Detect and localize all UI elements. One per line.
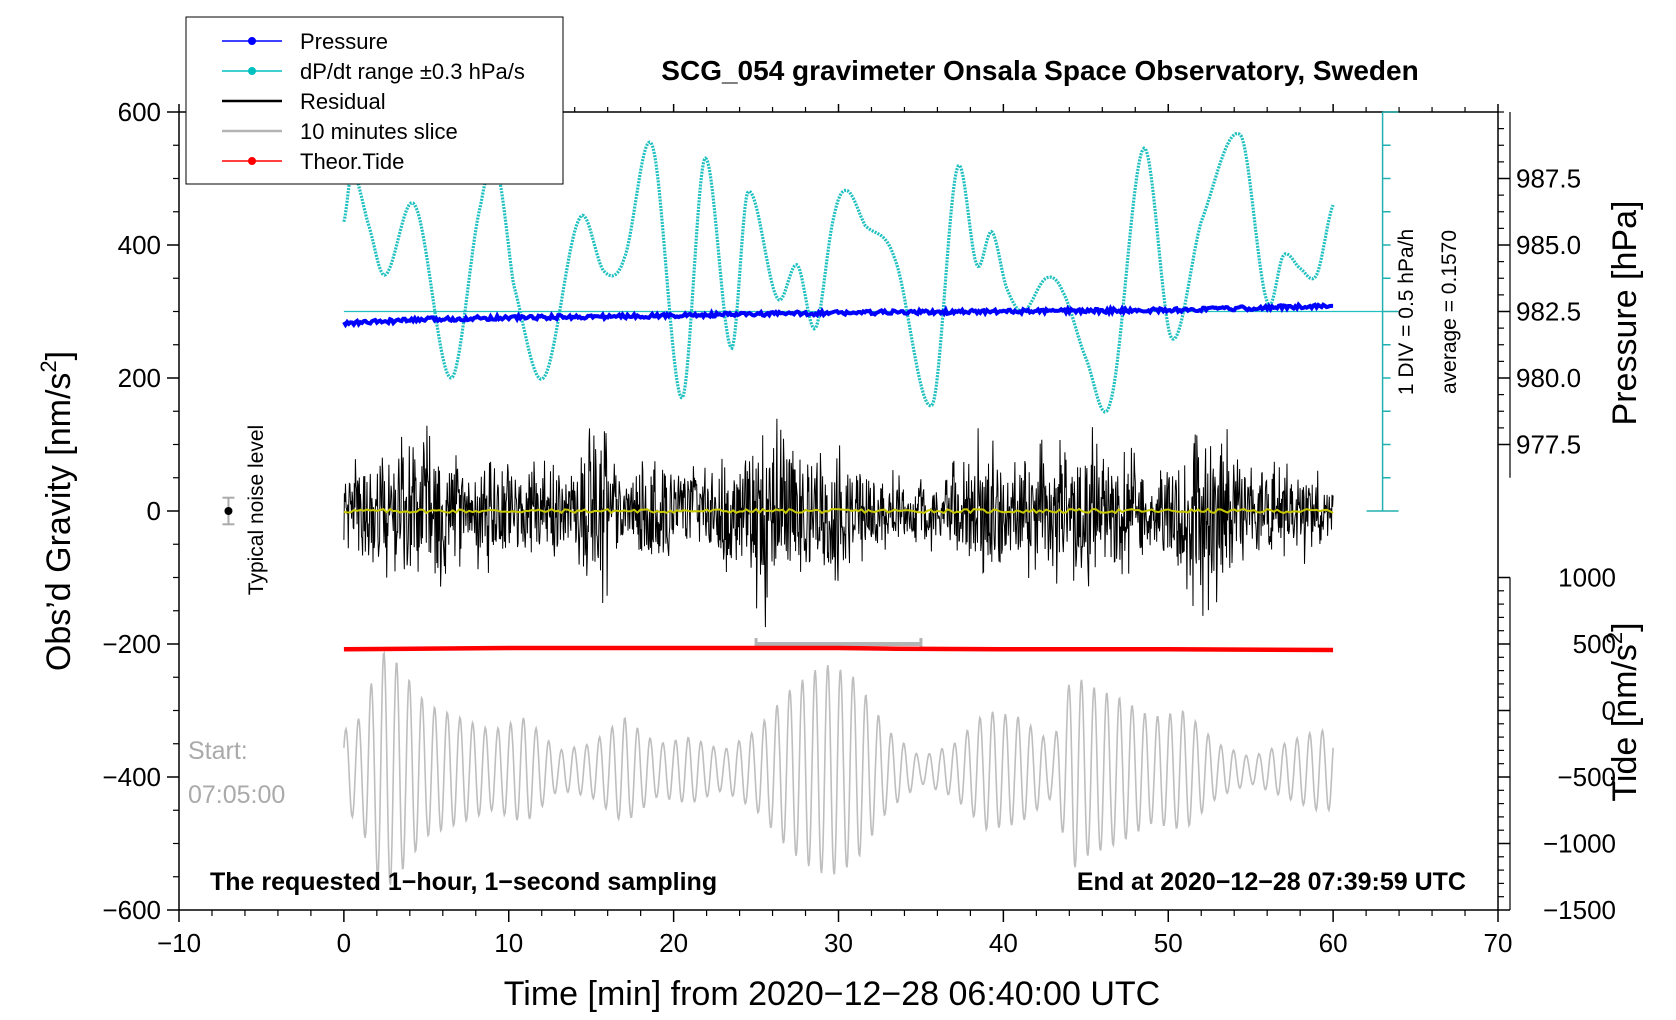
noise-level-label: Typical noise level xyxy=(245,425,268,595)
legend: Pressure dP/dt range ±0.3 hPa/s Residual 10… xyxy=(185,16,564,185)
tide-tick-label: −500 xyxy=(1557,762,1616,792)
axes-layer: −10 0 10 20 30 40 50 60 70 −600 −400 −200 0 200 400 600… xyxy=(102,97,1616,958)
start-label: Start: xyxy=(188,737,248,765)
legend-marker xyxy=(248,157,256,165)
tide-axis-label-main: Tide [nm/s xyxy=(1606,644,1644,801)
tide-axis-label-sup: 2 xyxy=(1602,632,1627,644)
residual-mean-line xyxy=(343,507,1334,515)
dpdt-div-label: 1 DIV = 0.5 hPa/h xyxy=(1395,229,1418,395)
residual-line xyxy=(343,418,1334,628)
x-tick-label: 70 xyxy=(1484,928,1513,958)
x-tick-label: 40 xyxy=(989,928,1018,958)
y-tick-label: 600 xyxy=(118,97,161,127)
y-tick-label: 400 xyxy=(118,230,161,260)
y-tick-label: −400 xyxy=(102,762,161,792)
legend-label: Pressure xyxy=(300,29,388,54)
legend-label: Theor.Tide xyxy=(300,149,404,174)
y-tick-label: 0 xyxy=(147,496,161,526)
x-tick-label: 30 xyxy=(824,928,853,958)
dpdt-scale-axis xyxy=(1366,111,1399,512)
x-tick-label: 20 xyxy=(659,928,688,958)
tide-axis-label: Tide [nm/s2] xyxy=(1602,622,1644,801)
y-tick-label: 200 xyxy=(118,363,161,393)
x-tick-label: 60 xyxy=(1319,928,1348,958)
y-axis-label-close: ] xyxy=(40,351,78,360)
legend-label: 10 minutes slice xyxy=(300,119,458,144)
dpdt-average-label: average = 0.1570 xyxy=(1438,230,1461,394)
tide-tick-label: 0 xyxy=(1602,696,1616,726)
x-tick-label: 50 xyxy=(1154,928,1183,958)
pressure-tick-label: 977.5 xyxy=(1516,430,1581,460)
tide-tick-label: −1000 xyxy=(1543,829,1616,859)
series-layer xyxy=(222,131,1383,887)
tide-tick-label: 1000 xyxy=(1558,563,1616,593)
tide-slice-line xyxy=(343,650,1334,887)
x-tick-label: 10 xyxy=(494,928,523,958)
x-axis-label: Time [min] from 2020−12−28 06:40:00 UTC xyxy=(504,975,1160,1013)
legend-marker xyxy=(248,37,256,45)
legend-label: dP/dt range ±0.3 hPa/s xyxy=(300,59,525,84)
theor-tide-line xyxy=(343,645,1334,653)
x-tick-label: −10 xyxy=(157,928,201,958)
y-axis-label-main: Obs’d Gravity [nm/s xyxy=(40,373,78,672)
start-time-label: 07:05:00 xyxy=(188,781,285,809)
y-axis-label: Obs’d Gravity [nm/s2] xyxy=(36,351,78,671)
pressure-tick-label: 982.5 xyxy=(1516,297,1581,327)
x-tick-label: 0 xyxy=(337,928,351,958)
end-time-note: End at 2020−12−28 07:39:59 UTC xyxy=(1077,868,1466,896)
pressure-tick-label: 987.5 xyxy=(1516,164,1581,194)
legend-label: Residual xyxy=(300,89,386,114)
pressure-line xyxy=(342,301,1334,329)
sampling-note: The requested 1−hour, 1−second sampling xyxy=(210,868,717,896)
pressure-axis-label: Pressure [hPa] xyxy=(1606,201,1644,426)
y-tick-label: −600 xyxy=(102,895,161,925)
pressure-tick-label: 985.0 xyxy=(1516,230,1581,260)
tide-axis-label-close: ] xyxy=(1606,622,1644,631)
noise-point xyxy=(224,507,233,515)
pressure-tick-label: 980.0 xyxy=(1516,363,1581,393)
noise-marker xyxy=(222,496,235,526)
legend-marker xyxy=(248,67,256,75)
tide-tick-label: 500 xyxy=(1573,629,1616,659)
tide-tick-label: −1500 xyxy=(1543,895,1616,925)
dpdt-line xyxy=(342,131,1335,414)
chart-title: SCG_054 gravimeter Onsala Space Observat… xyxy=(661,55,1418,86)
y-axis-label-sup: 2 xyxy=(36,360,61,372)
y-tick-label: −200 xyxy=(102,629,161,659)
